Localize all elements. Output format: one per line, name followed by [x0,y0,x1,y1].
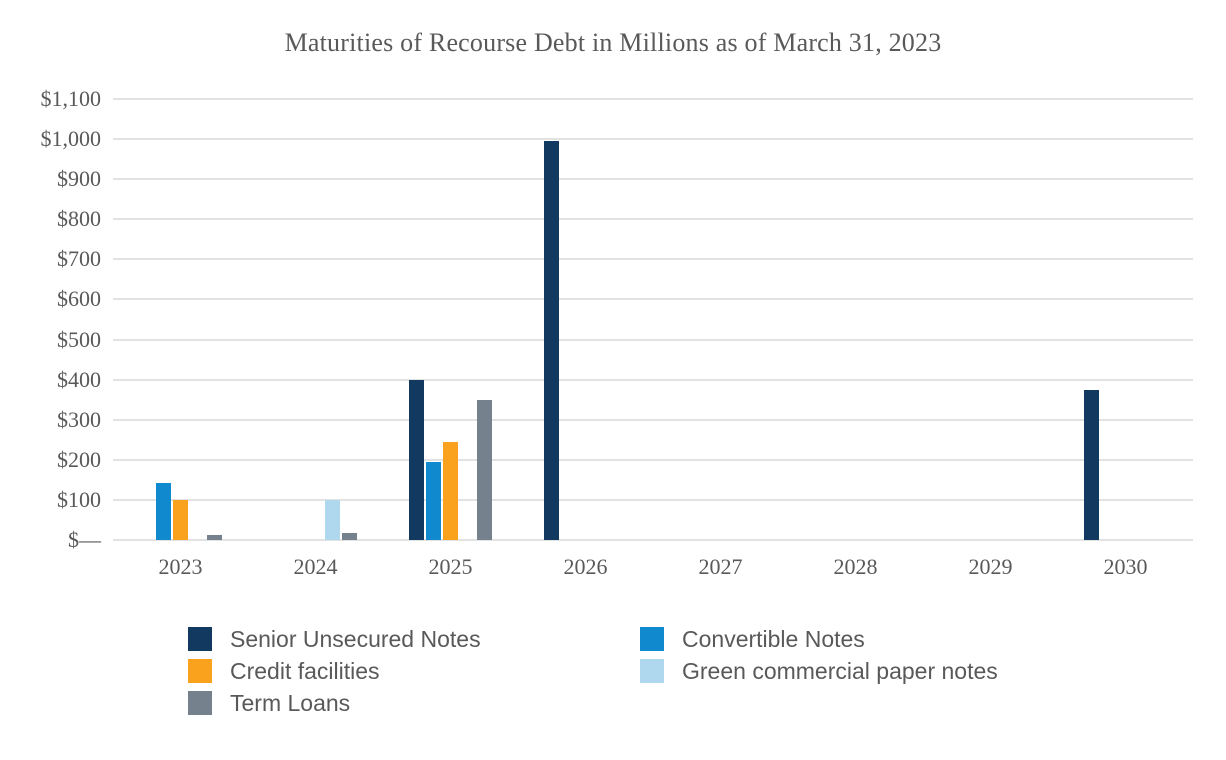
category-group-2030 [1058,99,1193,540]
x-tick-label-2030: 2030 [1103,554,1148,579]
legend-swatch-icon [188,691,212,715]
y-tick-label: $300 [57,406,101,432]
legend-item-term-loans: Term Loans [188,689,640,716]
bar-senior-unsecured-notes-2025 [409,380,424,540]
legend-item-green-commercial-paper-notes: Green commercial paper notes [640,657,998,684]
y-tick-label: $200 [57,446,101,472]
x-tick-label-2029: 2029 [968,554,1013,579]
legend-swatch-icon [188,627,212,651]
x-tick-label-2025: 2025 [428,554,473,579]
plot-area [113,98,1193,541]
legend-label: Credit facilities [230,657,380,684]
bar-green-commercial-paper-notes-2024 [325,499,340,540]
category-group-2025 [383,99,518,540]
gridline-400 [113,378,1193,381]
y-axis: $— $100 $200 $300 $400 $500 $600 $700 $800 $900 $1… [0,88,102,551]
category-group-2023 [113,99,248,540]
bar-senior-unsecured-notes-2030 [1084,389,1099,540]
gridline-600 [113,298,1193,301]
legend-label: Convertible Notes [682,625,865,652]
legend-label: Green commercial paper notes [682,657,998,684]
category-group-2028 [788,99,923,540]
y-tick-label: $600 [57,286,101,312]
y-tick-label: $— [68,527,101,552]
gridline-1100 [113,98,1193,100]
y-tick-label: $1,000 [40,126,102,152]
bar-senior-unsecured-notes-2026 [544,141,559,540]
gridline-700 [113,258,1193,261]
gridline-300 [113,418,1193,421]
x-tick-label-2027: 2027 [698,554,743,579]
gridline-800 [113,218,1193,221]
x-tick-label-2028: 2028 [833,554,878,579]
legend-label: Term Loans [230,689,351,716]
x-tick-label-2026: 2026 [563,554,608,579]
legend: Senior Unsecured Notes Credit facilities T… [188,625,998,723]
bar-credit-facilities-2025 [443,441,458,540]
legend-item-convertible-notes: Convertible Notes [640,625,998,652]
legend-swatch-icon [640,659,664,683]
bar-term-loans-2025 [477,399,492,540]
category-group-2029 [923,99,1058,540]
legend-item-credit-facilities: Credit facilities [188,657,640,684]
gridline-100 [113,498,1193,501]
category-group-2026 [518,99,653,540]
y-tick-label: $400 [57,366,101,392]
bar-credit-facilities-2023 [173,499,188,540]
y-tick-label: $900 [57,166,101,192]
legend-swatch-icon [188,659,212,683]
legend-column-1: Senior Unsecured Notes Credit facilities T… [188,625,640,723]
gridline-0 [113,539,1193,541]
legend-swatch-icon [640,627,664,651]
x-tick-label-2024: 2024 [293,554,338,579]
chart-title: Maturities of Recourse Debt in Millions … [284,28,942,57]
gridline-1000 [113,138,1193,141]
category-group-2027 [653,99,788,540]
legend-label: Senior Unsecured Notes [230,625,481,652]
gridline-500 [113,338,1193,341]
bar-term-loans-2023 [207,534,222,540]
x-tick-label-2023: 2023 [158,554,203,579]
legend-column-2: Convertible Notes Green commercial paper … [640,625,998,723]
y-tick-label: $1,100 [40,86,102,111]
bar-convertible-notes-2025 [426,461,441,540]
y-tick-label: $100 [57,486,101,512]
bar-convertible-notes-2023 [156,482,171,540]
category-group-2024 [248,99,383,540]
bar-field [113,99,1193,540]
bar-term-loans-2024 [342,532,357,540]
y-tick-label: $800 [57,206,101,232]
gridline-200 [113,458,1193,461]
x-axis: 2023 2024 2025 2026 2027 2028 2029 2030 [113,554,1193,580]
legend-item-senior-unsecured-notes: Senior Unsecured Notes [188,625,640,652]
gridline-900 [113,178,1193,181]
y-tick-label: $700 [57,246,101,272]
y-tick-label: $500 [57,326,101,352]
